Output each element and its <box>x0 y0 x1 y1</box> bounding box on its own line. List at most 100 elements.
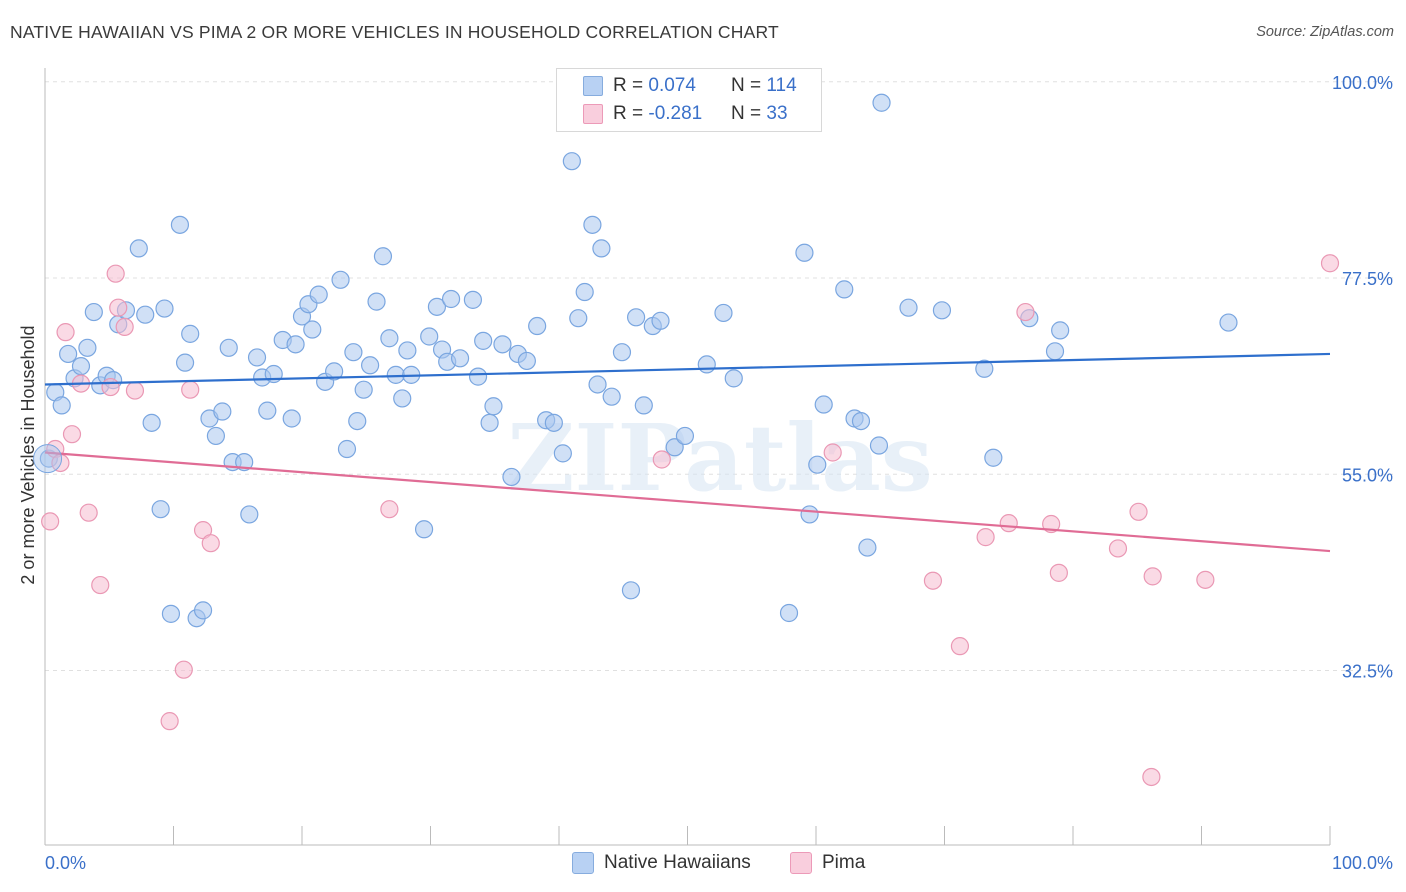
point-pima <box>125 381 145 400</box>
point-native-hawaiians <box>367 292 386 311</box>
point-pima <box>106 264 125 283</box>
point-native-hawaiians <box>651 311 670 330</box>
point-native-hawaiians <box>984 448 1003 467</box>
point-pima <box>79 503 98 522</box>
point-pima <box>181 380 200 399</box>
point-native-hawaiians <box>84 302 103 322</box>
point-native-hawaiians <box>569 309 588 328</box>
point-native-hawaiians <box>354 380 373 399</box>
point-native-hawaiians <box>675 426 695 446</box>
point-native-hawaiians <box>493 335 512 354</box>
point-native-hawaiians <box>373 247 393 266</box>
point-pima <box>823 443 842 462</box>
point-native-hawaiians <box>779 603 799 623</box>
y-tick-label: 55.0% <box>1342 465 1393 485</box>
point-native-hawaiians <box>544 413 563 432</box>
point-native-hawaiians <box>665 438 684 457</box>
trendline-pima <box>44 451 1331 553</box>
legend-label-pima: Pima <box>822 852 866 873</box>
point-native-hawaiians <box>337 439 357 459</box>
point-native-hawaiians <box>235 452 254 472</box>
point-native-hawaiians <box>155 299 174 318</box>
point-native-hawaiians <box>562 152 581 171</box>
point-pima <box>950 637 970 656</box>
legend-n-value: 114 <box>766 75 797 96</box>
point-native-hawaiians <box>583 215 602 234</box>
point-native-hawaiians <box>59 344 78 364</box>
point-native-hawaiians <box>463 290 483 309</box>
point-native-hawaiians <box>420 327 439 346</box>
legend-n-value: 33 <box>766 103 788 124</box>
point-native-hawaiians <box>286 335 305 354</box>
point-pima <box>380 500 399 519</box>
point-native-hawaiians <box>161 604 181 623</box>
point-pima <box>101 377 120 397</box>
legend-item-native-hawaiians[interactable]: Native Hawaiians <box>572 852 751 874</box>
point-native-hawaiians <box>575 282 594 302</box>
correlation-legend: R = 0.074 N = 114 R = -0.281 N = 33 <box>556 68 822 132</box>
point-native-hawaiians <box>872 93 891 112</box>
point-native-hawaiians <box>213 402 232 421</box>
point-native-hawaiians <box>193 601 213 620</box>
legend-n: N = 114 <box>731 75 797 96</box>
point-pima <box>1142 767 1161 787</box>
point-native-hawaiians <box>240 505 259 524</box>
point-native-hawaiians <box>528 316 547 336</box>
point-native-hawaiians <box>808 455 827 474</box>
legend-swatch-pink <box>790 852 812 874</box>
point-native-hawaiians <box>348 412 367 431</box>
point-pima <box>1016 302 1035 322</box>
x-tick-label: 0.0% <box>45 853 86 873</box>
point-pima <box>174 660 193 679</box>
point-native-hawaiians <box>553 444 572 463</box>
point-native-hawaiians <box>502 467 521 487</box>
legend-r-value: 0.074 <box>648 75 696 96</box>
point-pima <box>115 317 134 336</box>
legend-label-native-hawaiians: Native Hawaiians <box>604 852 751 873</box>
series-legend: Native Hawaiians Pima <box>0 852 1406 876</box>
point-pima <box>1196 570 1215 589</box>
point-native-hawaiians <box>181 324 200 343</box>
point-native-hawaiians <box>398 341 417 360</box>
point-native-hawaiians <box>129 239 148 258</box>
point-native-hawaiians <box>219 338 238 357</box>
legend-n: N = 33 <box>731 103 788 124</box>
point-native-hawaiians <box>858 538 877 557</box>
point-native-hawaiians <box>626 308 646 327</box>
chart-source: Source: ZipAtlas.com <box>1256 24 1394 40</box>
point-native-hawaiians <box>634 396 653 415</box>
point-native-hawaiians <box>468 367 488 386</box>
point-native-hawaiians <box>697 355 716 374</box>
point-native-hawaiians <box>303 320 322 339</box>
legend-r-value: -0.281 <box>648 103 703 124</box>
legend-r: R = 0.074 <box>613 75 696 96</box>
point-native-hawaiians <box>835 280 854 299</box>
point-native-hawaiians <box>175 353 195 372</box>
point-native-hawaiians <box>932 301 952 320</box>
point-native-hawaiians <box>517 351 536 371</box>
point-native-hawaiians <box>386 365 405 384</box>
chart-title: NATIVE HAWAIIAN VS PIMA 2 OR MORE VEHICL… <box>10 22 779 42</box>
point-pima <box>1129 502 1148 521</box>
point-native-hawaiians <box>331 270 350 289</box>
legend-swatch-blue <box>572 852 594 874</box>
point-native-hawaiians <box>282 409 301 428</box>
point-native-hawaiians <box>258 401 277 420</box>
point-native-hawaiians <box>621 581 641 600</box>
point-native-hawaiians <box>450 349 470 368</box>
point-pima <box>1049 563 1068 582</box>
point-pima <box>160 712 179 731</box>
point-native-hawaiians <box>78 338 97 357</box>
trendline-native-hawaiians <box>44 352 1331 386</box>
point-native-hawaiians-large <box>33 444 63 474</box>
point-native-hawaiians <box>441 289 461 309</box>
point-native-hawaiians <box>71 357 91 376</box>
point-native-hawaiians <box>588 375 607 394</box>
point-native-hawaiians <box>325 362 344 381</box>
point-native-hawaiians <box>800 505 819 524</box>
legend-item-pima[interactable]: Pima <box>790 852 865 874</box>
point-native-hawaiians <box>1051 321 1070 340</box>
point-native-hawaiians <box>52 396 71 415</box>
point-native-hawaiians <box>361 356 380 375</box>
